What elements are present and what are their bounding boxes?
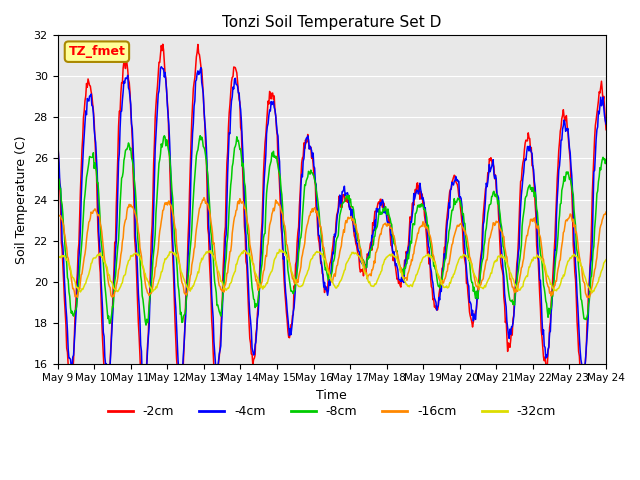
Title: Tonzi Soil Temperature Set D: Tonzi Soil Temperature Set D — [222, 15, 442, 30]
Y-axis label: Soil Temperature (C): Soil Temperature (C) — [15, 135, 28, 264]
Legend: -2cm, -4cm, -8cm, -16cm, -32cm: -2cm, -4cm, -8cm, -16cm, -32cm — [102, 400, 561, 423]
X-axis label: Time: Time — [316, 389, 347, 402]
Text: TZ_fmet: TZ_fmet — [68, 45, 125, 58]
